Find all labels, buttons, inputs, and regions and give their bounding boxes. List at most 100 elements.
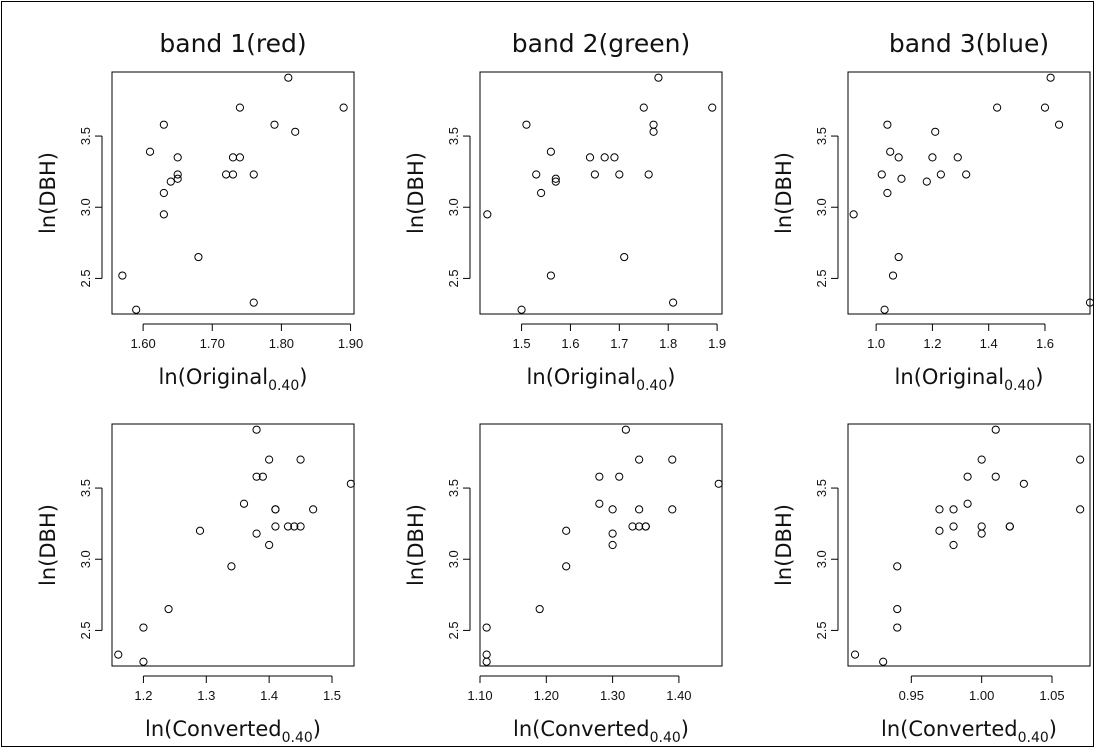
data-point bbox=[936, 506, 943, 513]
y-axis-label: ln(DBH) bbox=[404, 504, 428, 586]
data-point bbox=[629, 523, 636, 530]
x-axis-label: ln(Converted0.40) bbox=[513, 717, 689, 746]
data-point bbox=[340, 104, 347, 111]
data-point bbox=[195, 253, 202, 260]
data-point bbox=[1055, 121, 1062, 128]
y-tick-label: 2.5 bbox=[446, 269, 461, 287]
data-point bbox=[894, 624, 901, 631]
data-point bbox=[992, 426, 999, 433]
data-point bbox=[978, 530, 985, 537]
plot-box bbox=[480, 424, 722, 666]
data-point bbox=[650, 128, 657, 135]
x-tick-label: 1.70 bbox=[200, 336, 225, 351]
x-tick-label: 1.90 bbox=[338, 336, 363, 351]
scatter-panel-5: 1.10 1.20 1.30 1.40 2.5 3.0 3.5 ln(Converted0.4… bbox=[404, 424, 722, 746]
y-tick-label: 3.0 bbox=[78, 198, 93, 216]
x-axis-label-subscript: 0.40 bbox=[650, 730, 681, 746]
data-point bbox=[591, 171, 598, 178]
data-point bbox=[887, 148, 894, 155]
y-tick-label: 2.5 bbox=[78, 621, 93, 639]
x-axis-label-subscript: 0.40 bbox=[282, 730, 313, 746]
data-point bbox=[240, 500, 247, 507]
data-point bbox=[884, 189, 891, 196]
scatter-panel-3: band 3(blue)1.0 1.2 1.4 1.62.53.03.5ln(Orig… bbox=[772, 29, 1094, 394]
data-point bbox=[167, 178, 174, 185]
y-tick-label: 3.0 bbox=[446, 198, 461, 216]
data-point bbox=[670, 299, 677, 306]
panel-title: band 1(red) bbox=[159, 29, 306, 58]
y-tick-label: 3.5 bbox=[446, 479, 461, 497]
data-point bbox=[992, 473, 999, 480]
data-point bbox=[533, 171, 540, 178]
x-axis-label: ln(Original0.40) bbox=[527, 365, 676, 394]
x-axis-label-subscript: 0.40 bbox=[1004, 378, 1035, 394]
data-point bbox=[850, 211, 857, 218]
data-point bbox=[645, 171, 652, 178]
data-point bbox=[963, 171, 970, 178]
data-point bbox=[538, 189, 545, 196]
data-point bbox=[601, 154, 608, 161]
y-axis-label: ln(DBH) bbox=[772, 152, 796, 234]
data-point bbox=[253, 530, 260, 537]
x-axis-label-main: ln(Original bbox=[527, 365, 637, 389]
data-point bbox=[932, 128, 939, 135]
x-axis-label-main: ln(Original bbox=[895, 365, 1005, 389]
data-point bbox=[250, 299, 257, 306]
data-point bbox=[709, 104, 716, 111]
x-axis-label: ln(Original0.40) bbox=[895, 365, 1044, 394]
x-tick-label: 1.3 bbox=[197, 688, 215, 703]
y-axis-label: ln(DBH) bbox=[36, 504, 60, 586]
data-point bbox=[140, 658, 147, 665]
scatter-panel-6: 0.95 1.00 1.052.53.03.5ln(Converted0.40)ln… bbox=[772, 424, 1090, 746]
x-tick-label: 1.05 bbox=[1039, 688, 1064, 703]
data-point bbox=[936, 527, 943, 534]
data-point bbox=[954, 154, 961, 161]
data-point bbox=[622, 426, 629, 433]
data-point bbox=[889, 272, 896, 279]
scatter-panel-2: band 2(green) 1.5 1.6 1.7 1.8 1.9 2.5 3.0 3.5 ln(… bbox=[404, 29, 726, 394]
x-tick-label: 1.10 bbox=[467, 688, 492, 703]
x-axis-label: ln(Converted0.40) bbox=[881, 717, 1057, 746]
data-point bbox=[160, 189, 167, 196]
data-point bbox=[536, 605, 543, 612]
y-tick-label: 2.5 bbox=[814, 269, 829, 287]
data-point bbox=[964, 473, 971, 480]
data-point bbox=[655, 74, 662, 81]
x-tick-label: 1.00 bbox=[969, 688, 994, 703]
data-point bbox=[285, 74, 292, 81]
data-point bbox=[222, 171, 229, 178]
x-tick-label: 1.80 bbox=[269, 336, 294, 351]
data-point bbox=[596, 500, 603, 507]
y-tick-label: 3.5 bbox=[78, 127, 93, 145]
y-tick-label: 3.0 bbox=[78, 550, 93, 568]
data-point bbox=[271, 121, 278, 128]
x-tick-label: 0.95 bbox=[899, 688, 924, 703]
x-tick-label: 1.9 bbox=[708, 336, 726, 351]
x-axis-label-close: ) bbox=[299, 365, 307, 389]
x-tick-label: 1.7 bbox=[610, 336, 628, 351]
plot-box bbox=[112, 424, 354, 666]
plot-box bbox=[480, 72, 722, 314]
data-point bbox=[310, 506, 317, 513]
data-point bbox=[978, 523, 985, 530]
y-tick-label: 3.0 bbox=[446, 550, 461, 568]
data-point bbox=[895, 253, 902, 260]
data-point bbox=[563, 527, 570, 534]
data-point bbox=[547, 148, 554, 155]
data-point bbox=[964, 500, 971, 507]
x-axis-label: ln(Converted0.40) bbox=[145, 717, 321, 746]
x-axis-label-subscript: 0.40 bbox=[1018, 730, 1049, 746]
x-tick-label: 1.20 bbox=[534, 688, 559, 703]
x-axis-label-main: ln(Converted bbox=[513, 717, 650, 741]
x-axis-label-main: ln(Converted bbox=[145, 717, 282, 741]
data-point bbox=[715, 480, 722, 487]
data-point bbox=[950, 523, 957, 530]
data-point bbox=[884, 121, 891, 128]
x-axis-label-close: ) bbox=[667, 365, 675, 389]
data-point bbox=[978, 456, 985, 463]
data-point bbox=[483, 658, 490, 665]
data-point bbox=[518, 306, 525, 313]
data-point bbox=[669, 456, 676, 463]
x-tick-label: 1.30 bbox=[600, 688, 625, 703]
data-point bbox=[851, 651, 858, 658]
